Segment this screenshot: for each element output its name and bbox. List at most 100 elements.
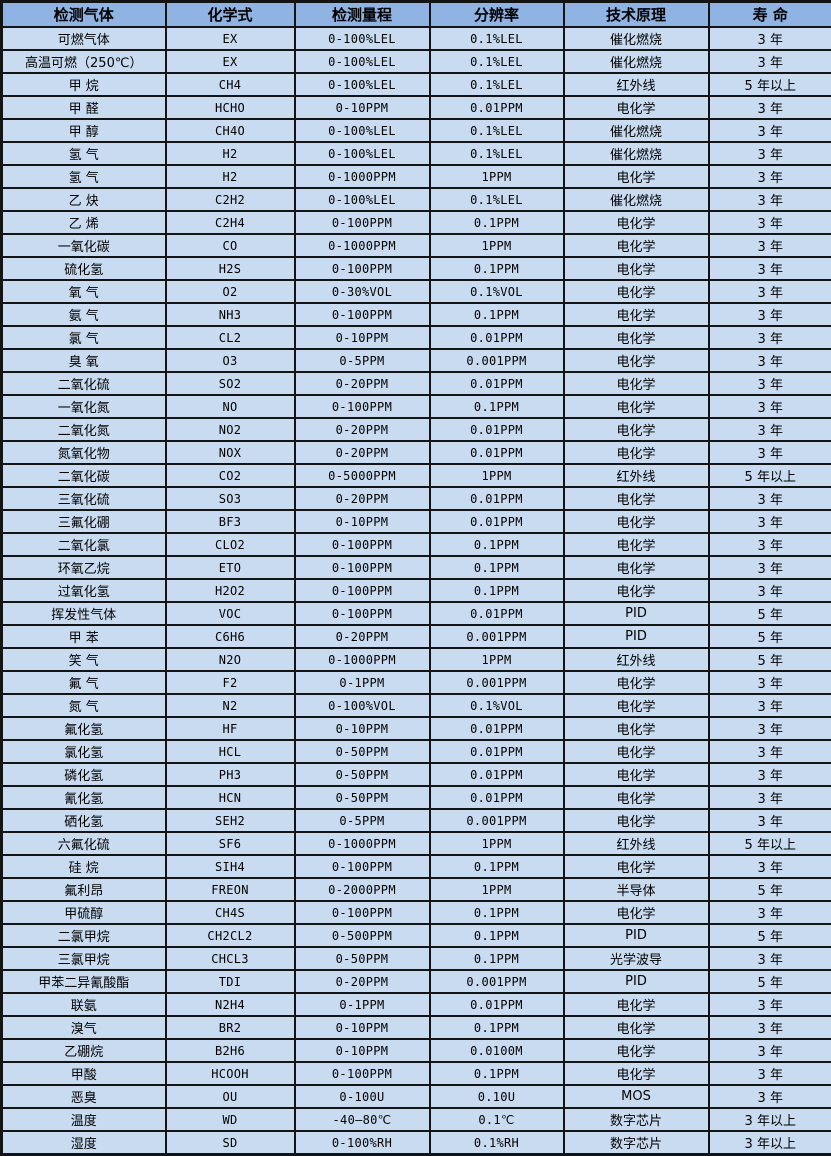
- cell-gas-name: 高温可燃（250℃）: [2, 50, 166, 73]
- cell-gas-name: 氢 气: [2, 165, 166, 188]
- cell-lifespan: 3 年: [709, 671, 831, 694]
- cell-formula: HCOOH: [166, 1062, 295, 1085]
- cell-lifespan: 3 年: [709, 142, 831, 165]
- cell-gas-name: 湿度: [2, 1131, 166, 1155]
- cell-lifespan: 3 年: [709, 533, 831, 556]
- cell-principle: 电化学: [564, 372, 709, 395]
- cell-resolution: 0.01PPM: [430, 763, 564, 786]
- cell-lifespan: 3 年: [709, 556, 831, 579]
- cell-range: 0-100U: [295, 1085, 430, 1108]
- cell-resolution: 1PPM: [430, 648, 564, 671]
- cell-range: 0-1000PPM: [295, 234, 430, 257]
- cell-gas-name: 甲苯二异氰酸酯: [2, 970, 166, 993]
- cell-principle: 催化燃烧: [564, 50, 709, 73]
- cell-resolution: 0.01PPM: [430, 510, 564, 533]
- cell-gas-name: 恶臭: [2, 1085, 166, 1108]
- cell-resolution: 1PPM: [430, 878, 564, 901]
- cell-gas-name: 硫化氢: [2, 257, 166, 280]
- cell-gas-name: 二氧化氮: [2, 418, 166, 441]
- cell-formula: CO: [166, 234, 295, 257]
- cell-principle: 电化学: [564, 786, 709, 809]
- cell-resolution: 0.1%VOL: [430, 694, 564, 717]
- cell-formula: SEH2: [166, 809, 295, 832]
- cell-gas-name: 硅 烷: [2, 855, 166, 878]
- cell-formula: H2: [166, 142, 295, 165]
- cell-lifespan: 5 年以上: [709, 73, 831, 96]
- cell-range: 0-100%LEL: [295, 119, 430, 142]
- cell-formula: C6H6: [166, 625, 295, 648]
- cell-range: 0-500PPM: [295, 924, 430, 947]
- cell-principle: 电化学: [564, 234, 709, 257]
- cell-principle: 红外线: [564, 832, 709, 855]
- col-header-lifespan: 寿 命: [709, 2, 831, 28]
- table-header: 检测气体化学式检测量程分辨率技术原理寿 命: [2, 2, 831, 28]
- cell-resolution: 0.1PPM: [430, 579, 564, 602]
- cell-gas-name: 氟化氢: [2, 717, 166, 740]
- cell-lifespan: 3 年以上: [709, 1108, 831, 1131]
- cell-gas-name: 可燃气体: [2, 27, 166, 50]
- cell-resolution: 1PPM: [430, 832, 564, 855]
- cell-resolution: 0.1PPM: [430, 947, 564, 970]
- cell-formula: CH4: [166, 73, 295, 96]
- cell-principle: 电化学: [564, 441, 709, 464]
- cell-lifespan: 5 年: [709, 625, 831, 648]
- cell-lifespan: 3 年: [709, 717, 831, 740]
- cell-formula: C2H2: [166, 188, 295, 211]
- cell-gas-name: 一氧化氮: [2, 395, 166, 418]
- cell-formula: CO2: [166, 464, 295, 487]
- cell-lifespan: 5 年以上: [709, 832, 831, 855]
- cell-resolution: 0.01PPM: [430, 740, 564, 763]
- cell-resolution: 0.1PPM: [430, 211, 564, 234]
- cell-gas-name: 三氯甲烷: [2, 947, 166, 970]
- cell-lifespan: 3 年: [709, 27, 831, 50]
- cell-resolution: 0.1%LEL: [430, 73, 564, 96]
- cell-gas-name: 氟 气: [2, 671, 166, 694]
- cell-gas-name: 联氨: [2, 993, 166, 1016]
- cell-principle: 电化学: [564, 96, 709, 119]
- cell-resolution: 0.10U: [430, 1085, 564, 1108]
- cell-resolution: 1PPM: [430, 464, 564, 487]
- col-header-formula: 化学式: [166, 2, 295, 28]
- cell-gas-name: 甲 苯: [2, 625, 166, 648]
- cell-formula: B2H6: [166, 1039, 295, 1062]
- cell-lifespan: 3 年: [709, 96, 831, 119]
- cell-resolution: 0.01PPM: [430, 418, 564, 441]
- cell-resolution: 0.1PPM: [430, 1062, 564, 1085]
- cell-principle: 电化学: [564, 579, 709, 602]
- cell-lifespan: 5 年: [709, 970, 831, 993]
- cell-gas-name: 二氧化硫: [2, 372, 166, 395]
- cell-resolution: 0.1PPM: [430, 395, 564, 418]
- cell-range: 0-5PPM: [295, 809, 430, 832]
- cell-gas-name: 氮氧化物: [2, 441, 166, 464]
- cell-formula: N2: [166, 694, 295, 717]
- cell-formula: EX: [166, 27, 295, 50]
- cell-lifespan: 5 年: [709, 602, 831, 625]
- cell-resolution: 0.01PPM: [430, 487, 564, 510]
- cell-resolution: 0.1%VOL: [430, 280, 564, 303]
- cell-lifespan: 3 年: [709, 740, 831, 763]
- cell-gas-name: 二氧化氯: [2, 533, 166, 556]
- cell-gas-name: 环氧乙烷: [2, 556, 166, 579]
- cell-formula: SD: [166, 1131, 295, 1155]
- cell-gas-name: 三氟化硼: [2, 510, 166, 533]
- cell-range: 0-10PPM: [295, 96, 430, 119]
- cell-lifespan: 3 年: [709, 947, 831, 970]
- cell-resolution: 1PPM: [430, 165, 564, 188]
- cell-gas-name: 甲酸: [2, 1062, 166, 1085]
- header-row: 检测气体化学式检测量程分辨率技术原理寿 命: [2, 2, 831, 28]
